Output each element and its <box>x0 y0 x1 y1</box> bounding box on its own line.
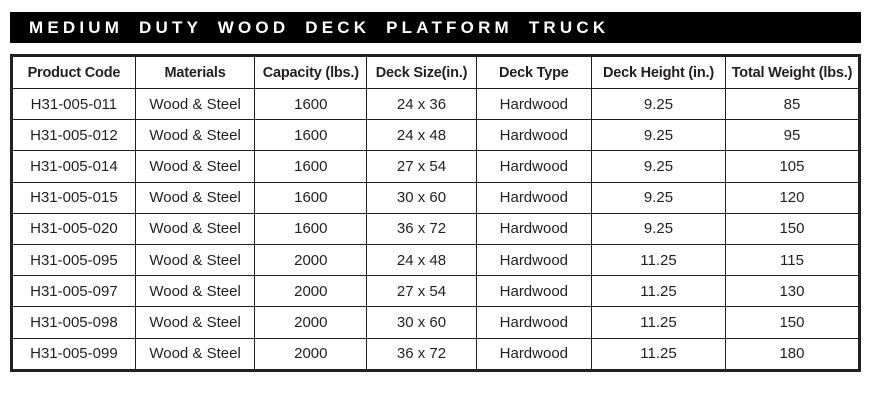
table-row: H31-005-097 Wood & Steel 2000 27 x 54 Hardwo… <box>11 275 861 308</box>
cell-product-code: H31-005-099 <box>11 337 136 371</box>
cell-materials: Wood & Steel <box>134 306 256 339</box>
cell-materials: Wood & Steel <box>134 212 256 245</box>
cell-deck-height: 9.25 <box>590 87 726 121</box>
cell-deck-type: Hardwood <box>475 212 592 245</box>
cell-deck-size: 24 x 48 <box>366 119 477 152</box>
table-row: H31-005-098 Wood & Steel 2000 30 x 60 Hardwo… <box>11 306 861 339</box>
spec-table-body: H31-005-011 Wood & Steel 1600 24 x 36 Hardwo… <box>11 87 861 371</box>
cell-deck-height: 11.25 <box>590 337 726 371</box>
cell-product-code: H31-005-097 <box>11 275 136 308</box>
cell-total-weight: 150 <box>724 212 861 245</box>
cell-deck-type: Hardwood <box>475 243 592 277</box>
cell-deck-type: Hardwood <box>475 87 592 121</box>
cell-capacity: 2000 <box>254 243 368 277</box>
column-header-deck-height: Deck Height (in.) <box>590 55 726 89</box>
cell-total-weight: 85 <box>724 87 861 121</box>
column-header-capacity: Capacity (lbs.) <box>254 55 368 89</box>
cell-capacity: 2000 <box>254 306 368 339</box>
page-title: MEDIUM DUTY WOOD DECK PLATFORM TRUCK <box>10 12 861 43</box>
cell-materials: Wood & Steel <box>134 243 256 277</box>
cell-product-code: H31-005-011 <box>11 87 136 121</box>
cell-deck-height: 11.25 <box>590 243 726 277</box>
cell-materials: Wood & Steel <box>134 337 256 371</box>
cell-materials: Wood & Steel <box>134 150 256 183</box>
cell-total-weight: 180 <box>724 337 861 371</box>
cell-capacity: 1600 <box>254 212 368 245</box>
cell-deck-size: 27 x 54 <box>366 150 477 183</box>
cell-deck-size: 36 x 72 <box>366 337 477 371</box>
table-row: H31-005-015 Wood & Steel 1600 30 x 60 Hardwo… <box>11 181 861 214</box>
column-header-materials: Materials <box>134 55 256 89</box>
cell-product-code: H31-005-014 <box>11 150 136 183</box>
cell-product-code: H31-005-095 <box>11 243 136 277</box>
cell-deck-type: Hardwood <box>475 306 592 339</box>
cell-deck-height: 9.25 <box>590 150 726 183</box>
cell-deck-type: Hardwood <box>475 181 592 214</box>
table-row: H31-005-099 Wood & Steel 2000 36 x 72 Hardwo… <box>11 337 861 371</box>
cell-deck-type: Hardwood <box>475 275 592 308</box>
cell-total-weight: 105 <box>724 150 861 183</box>
cell-deck-type: Hardwood <box>475 119 592 152</box>
cell-total-weight: 120 <box>724 181 861 214</box>
cell-deck-height: 11.25 <box>590 306 726 339</box>
cell-deck-size: 27 x 54 <box>366 275 477 308</box>
cell-deck-height: 11.25 <box>590 275 726 308</box>
cell-total-weight: 115 <box>724 243 861 277</box>
cell-total-weight: 95 <box>724 119 861 152</box>
cell-deck-height: 9.25 <box>590 181 726 214</box>
cell-product-code: H31-005-012 <box>11 119 136 152</box>
cell-deck-type: Hardwood <box>475 150 592 183</box>
cell-capacity: 1600 <box>254 150 368 183</box>
table-row: H31-005-020 Wood & Steel 1600 36 x 72 Hardwo… <box>11 212 861 245</box>
cell-materials: Wood & Steel <box>134 87 256 121</box>
cell-materials: Wood & Steel <box>134 181 256 214</box>
product-spec-table: Product Code Materials Capacity (lbs.) D… <box>10 54 861 372</box>
column-header-deck-type: Deck Type <box>475 55 592 89</box>
cell-deck-size: 24 x 36 <box>366 87 477 121</box>
cell-deck-height: 9.25 <box>590 212 726 245</box>
cell-product-code: H31-005-015 <box>11 181 136 214</box>
cell-product-code: H31-005-020 <box>11 212 136 245</box>
cell-total-weight: 130 <box>724 275 861 308</box>
column-header-product-code: Product Code <box>11 55 136 89</box>
column-header-total-weight: Total Weight (lbs.) <box>724 55 861 89</box>
table-header-row: Product Code Materials Capacity (lbs.) D… <box>11 55 861 89</box>
column-header-deck-size: Deck Size(in.) <box>366 55 477 89</box>
table-row: H31-005-095 Wood & Steel 2000 24 x 48 Hardwo… <box>11 243 861 277</box>
cell-deck-size: 24 x 48 <box>366 243 477 277</box>
cell-deck-size: 36 x 72 <box>366 212 477 245</box>
cell-materials: Wood & Steel <box>134 275 256 308</box>
cell-capacity: 2000 <box>254 275 368 308</box>
cell-deck-type: Hardwood <box>475 337 592 371</box>
cell-deck-height: 9.25 <box>590 119 726 152</box>
cell-total-weight: 150 <box>724 306 861 339</box>
cell-deck-size: 30 x 60 <box>366 181 477 214</box>
table-row: H31-005-014 Wood & Steel 1600 27 x 54 Hardwo… <box>11 150 861 183</box>
table-row: H31-005-012 Wood & Steel 1600 24 x 48 Hardwo… <box>11 119 861 152</box>
cell-capacity: 1600 <box>254 181 368 214</box>
cell-product-code: H31-005-098 <box>11 306 136 339</box>
table-row: H31-005-011 Wood & Steel 1600 24 x 36 Hardwo… <box>11 87 861 121</box>
cell-materials: Wood & Steel <box>134 119 256 152</box>
cell-deck-size: 30 x 60 <box>366 306 477 339</box>
cell-capacity: 1600 <box>254 87 368 121</box>
cell-capacity: 1600 <box>254 119 368 152</box>
cell-capacity: 2000 <box>254 337 368 371</box>
